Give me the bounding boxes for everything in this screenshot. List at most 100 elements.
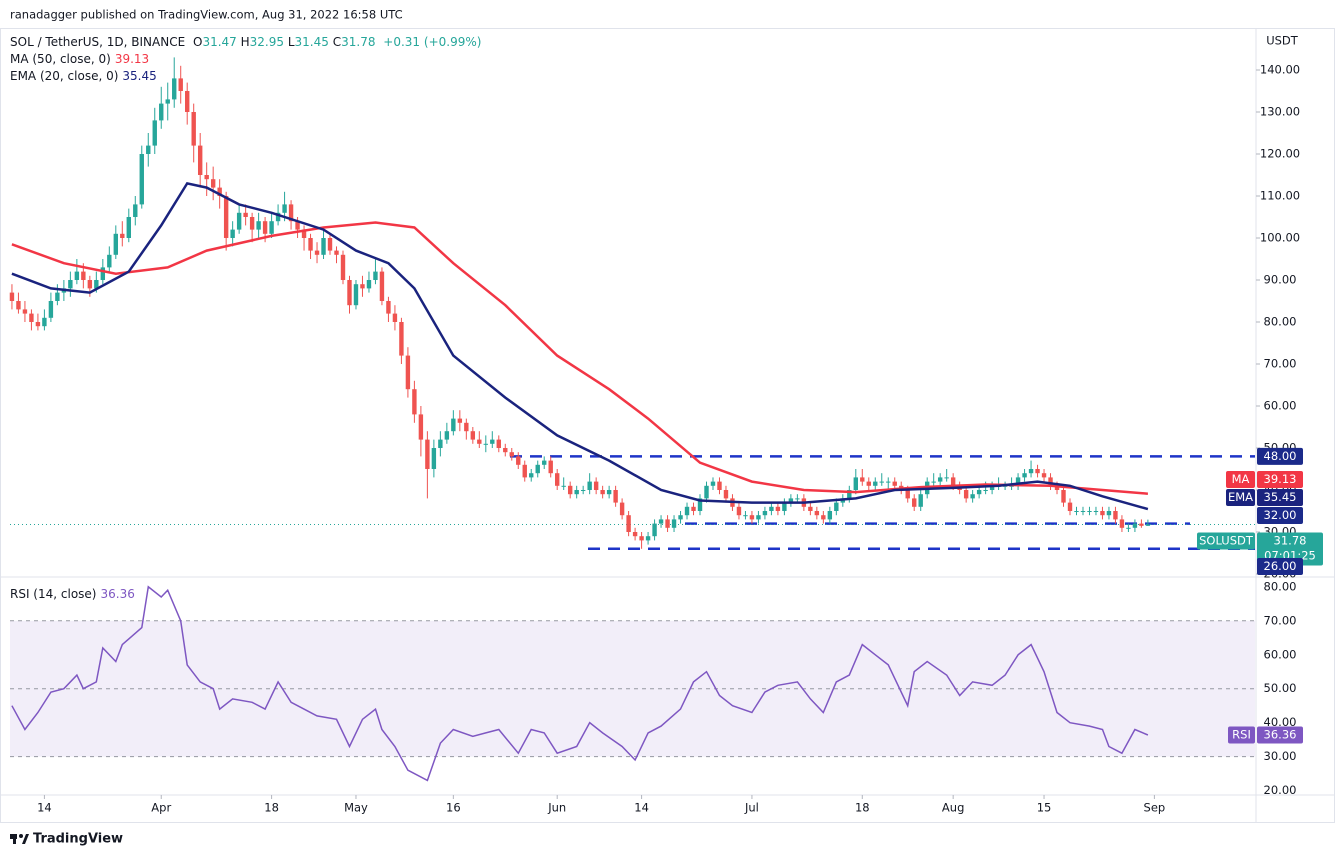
candle-body bbox=[950, 477, 956, 486]
candle-body bbox=[769, 506, 774, 511]
candle-body bbox=[1054, 485, 1060, 490]
candle-body bbox=[970, 494, 975, 499]
candle-body bbox=[133, 204, 138, 217]
candle-body bbox=[671, 519, 677, 528]
candle-body bbox=[1080, 511, 1086, 512]
candle-body bbox=[1119, 519, 1125, 528]
ohlc-value: 31.78 bbox=[341, 35, 376, 49]
candle-body bbox=[308, 238, 313, 251]
price-tag-name-box bbox=[1197, 532, 1255, 550]
rsi-tick-label: 50.00 bbox=[1264, 681, 1297, 695]
candle-body bbox=[665, 519, 670, 528]
series-tag bbox=[1257, 470, 1303, 488]
x-tick-label: 16 bbox=[446, 801, 461, 815]
candle-body bbox=[107, 254, 112, 268]
candle-body bbox=[340, 254, 346, 280]
candle-body bbox=[386, 301, 391, 314]
series-tag-value: 35.45 bbox=[1264, 490, 1297, 504]
candle-body bbox=[639, 536, 644, 541]
y-tick-label: 70.00 bbox=[1264, 357, 1297, 371]
series-tag-name-box bbox=[1226, 488, 1255, 506]
rsi-name: RSI (14, close) bbox=[10, 587, 97, 601]
candle-body bbox=[1106, 511, 1112, 516]
candle-body bbox=[723, 490, 729, 499]
y-tick-label: 140.00 bbox=[1260, 63, 1300, 77]
series-tag-name-box bbox=[1226, 470, 1255, 488]
candle-body bbox=[418, 414, 424, 440]
x-tick-label: 15 bbox=[1037, 801, 1052, 815]
candle-body bbox=[334, 250, 339, 255]
candle-body bbox=[652, 523, 657, 537]
candle-body bbox=[81, 271, 86, 280]
candle-body bbox=[860, 477, 865, 482]
ohlc-value: 31.45 bbox=[294, 35, 329, 49]
candle-body bbox=[295, 221, 300, 230]
x-tick-label: 14 bbox=[37, 801, 52, 815]
candle-body bbox=[399, 322, 404, 356]
candle-body bbox=[756, 515, 761, 520]
x-tick-label: Aug bbox=[942, 801, 964, 815]
candle-body bbox=[243, 212, 248, 217]
candle-body bbox=[126, 217, 131, 238]
change: +0.31 (+0.99%) bbox=[383, 35, 482, 49]
candle-body bbox=[866, 481, 871, 486]
candle-body bbox=[457, 418, 463, 423]
x-tick-label: Jun bbox=[547, 801, 566, 815]
candle-body bbox=[522, 464, 527, 478]
candle-body bbox=[593, 481, 599, 490]
rsi-tick-label: 70.00 bbox=[1264, 613, 1297, 627]
candle-body bbox=[464, 422, 469, 432]
level-tag bbox=[1257, 506, 1303, 524]
candle-body bbox=[68, 280, 73, 289]
candle-body bbox=[529, 473, 534, 478]
candle-body bbox=[736, 506, 742, 516]
candle-body bbox=[853, 477, 858, 490]
ma-line bbox=[11, 221, 1149, 495]
candle-body bbox=[314, 250, 320, 255]
candle-body bbox=[1048, 477, 1053, 486]
candle-body bbox=[249, 217, 255, 230]
rsi-tick-label: 60.00 bbox=[1264, 647, 1297, 661]
brand: TradingView bbox=[33, 832, 123, 847]
candle-body bbox=[795, 498, 800, 500]
rsi-tag-name: RSI bbox=[1232, 728, 1251, 742]
y-tick-label: 110.00 bbox=[1260, 189, 1300, 203]
candle-body bbox=[561, 485, 566, 487]
candle-body bbox=[444, 431, 450, 440]
candle-body bbox=[827, 511, 833, 520]
candle-body bbox=[775, 506, 781, 511]
x-tick-label: 18 bbox=[855, 801, 870, 815]
series-tag-name: EMA bbox=[1228, 490, 1253, 504]
candle-body bbox=[16, 301, 21, 310]
candle-body bbox=[976, 490, 982, 495]
candle-body bbox=[269, 221, 274, 234]
candle-body bbox=[1132, 523, 1138, 528]
y-tick-label: 60.00 bbox=[1264, 399, 1297, 413]
candle-body bbox=[197, 145, 203, 175]
candle-body bbox=[762, 511, 768, 516]
candle-body bbox=[632, 532, 638, 537]
candle-body bbox=[379, 271, 385, 301]
ma-line bbox=[11, 181, 1149, 511]
candle-body bbox=[619, 502, 625, 516]
candle-body bbox=[905, 490, 910, 499]
ohlc-value: 32.95 bbox=[249, 35, 285, 49]
candle-body bbox=[606, 490, 612, 495]
candle-body bbox=[1113, 511, 1118, 520]
candle-body bbox=[931, 481, 936, 483]
candle-body bbox=[1067, 502, 1073, 511]
candle-body bbox=[944, 477, 949, 479]
candle-body bbox=[425, 439, 430, 469]
rsi-tick-label: 80.00 bbox=[1264, 579, 1297, 593]
candle-body bbox=[879, 481, 884, 483]
x-tick-label: 14 bbox=[634, 801, 649, 815]
symbol: SOL / TetherUS, 1D, BINANCE bbox=[10, 35, 186, 49]
rsi-tag-value: 36.36 bbox=[1264, 728, 1297, 742]
candle-body bbox=[327, 238, 333, 251]
candle-body bbox=[204, 175, 209, 180]
rsi-tick-label: 40.00 bbox=[1264, 715, 1297, 729]
candle-body bbox=[892, 481, 897, 486]
price-tag-name: SOLUSDT bbox=[1199, 533, 1254, 547]
